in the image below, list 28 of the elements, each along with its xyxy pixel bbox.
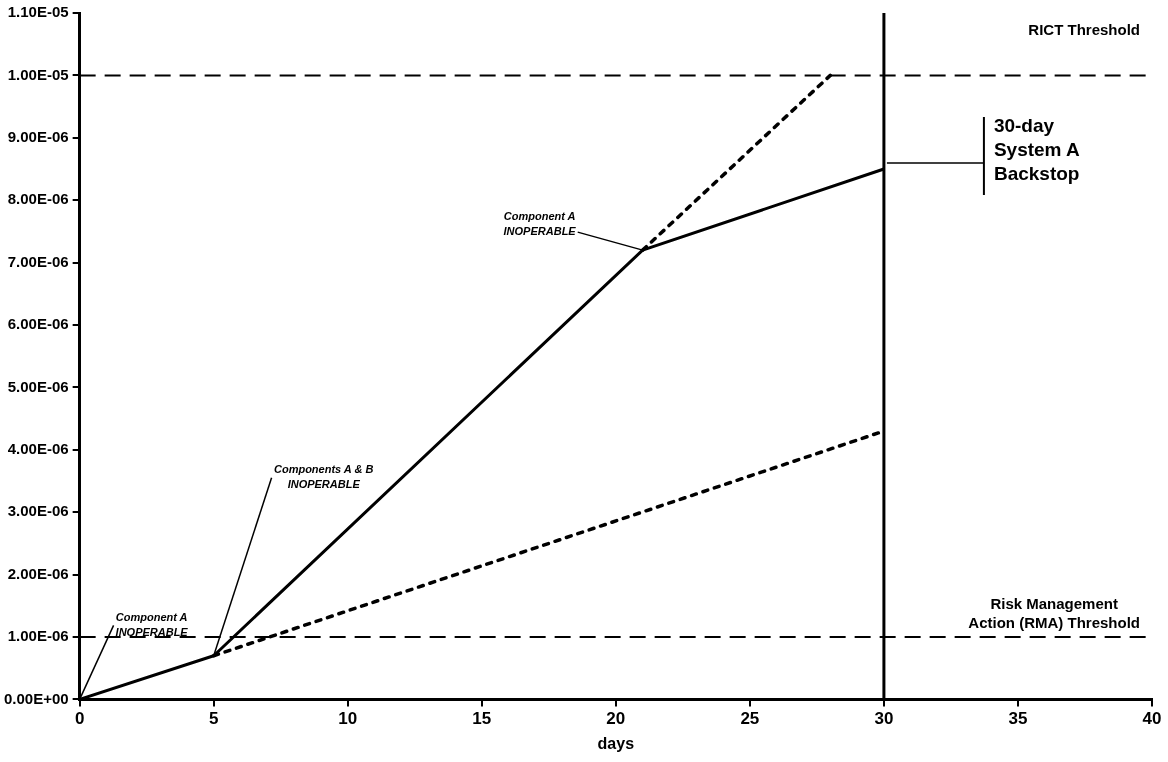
ref-line-label: Risk Management Action (RMA) Threshold [968,594,1140,631]
y-tick-label: 7.00E-06 [7,252,69,270]
x-tick-label: 0 [74,709,85,729]
y-tick-label: 9.00E-06 [7,127,69,145]
y-tick-label: 4.00E-06 [7,439,69,457]
x-tick-label: 5 [208,709,219,729]
annotation: Component A INOPERABLE [115,610,189,638]
x-tick-label: 35 [1008,709,1028,729]
y-tick-label: 6.00E-06 [7,315,69,333]
x-axis-title: days [597,734,635,752]
y-tick-label: 1.00E-06 [7,627,69,645]
ref-line-label: RICT Threshold [1028,20,1140,38]
y-tick-label: 2.00E-06 [7,564,69,582]
x-tick-label: 15 [472,709,492,729]
x-tick-label: 10 [338,709,358,729]
ref-line-label: 30-day System A Backstop [993,114,1081,184]
y-tick-label: 3.00E-06 [7,502,69,520]
annotation: Component A INOPERABLE [503,209,577,237]
y-tick-label: 0.00E+00 [3,689,69,707]
x-tick-label: 20 [606,709,626,729]
y-tick-label: 1.10E-05 [7,3,69,21]
x-tick-label: 40 [1142,709,1162,729]
y-tick-label: 8.00E-06 [7,190,69,208]
y-tick-label: 5.00E-06 [7,377,69,395]
y-tick-label: 1.00E-05 [7,65,69,83]
x-tick-label: 30 [874,709,894,729]
x-tick-label: 25 [740,709,760,729]
annotation: Components A & B INOPERABLE [273,463,374,491]
